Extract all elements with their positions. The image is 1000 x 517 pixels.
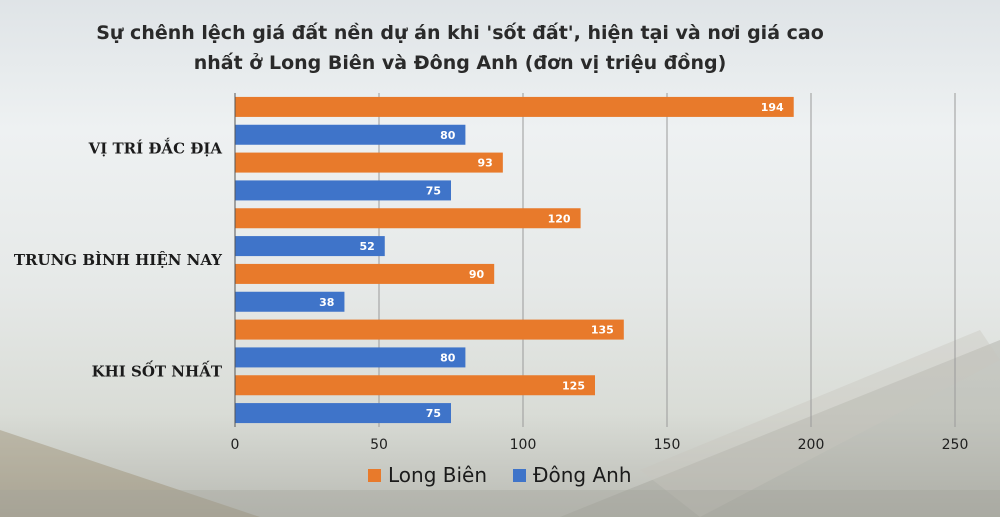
data-label: 120 [548,212,571,225]
chart-title: Sự chênh lệch giá đất nền dự án khi 'sốt… [96,22,824,74]
x-tick-label: 50 [370,437,388,453]
legend-entry: Đông Anh [533,463,632,487]
category-label: KHI SỐT NHẤT [92,360,223,380]
data-label: 75 [426,184,441,197]
x-tick-labels: 0 50 100 150 200 250 [231,437,969,453]
data-label: 135 [591,324,614,337]
bar [235,96,794,117]
bar [235,375,595,396]
legend-entry: Long Biên [388,463,487,487]
x-tick-label: 200 [798,437,825,453]
bar [235,319,624,340]
category-label: TRUNG BÌNH HIỆN NAY [14,251,222,269]
data-label: 125 [562,379,585,392]
data-label: 80 [440,351,456,364]
bar [235,263,495,284]
x-tick-label: 250 [942,437,969,453]
data-label: 38 [319,296,334,309]
x-tick-label: 100 [510,437,537,453]
data-labels: 194 80 93 75 120 52 90 38 135 80 125 75 [319,101,784,420]
data-label: 80 [440,129,456,142]
category-label: VỊ TRÍ ĐẮC ĐỊA [88,138,223,158]
bar [235,180,451,201]
bar [235,208,581,229]
legend-swatch [513,469,526,482]
data-label: 90 [469,268,485,281]
legend: Long Biên Đông Anh [368,463,632,487]
bar [235,236,385,257]
category-labels: VỊ TRÍ ĐẮC ĐỊA TRUNG BÌNH HIỆN NAY KHI SỐT… [14,138,223,381]
legend-swatch [368,469,381,482]
bar [235,291,345,312]
gridlines [378,93,956,427]
bar [235,152,503,173]
bars [235,96,794,424]
data-label: 93 [478,157,493,170]
data-label: 75 [426,407,441,420]
x-tick-label: 0 [231,437,240,453]
x-tick-label: 150 [654,437,681,453]
bar [235,124,466,145]
bar [235,403,451,424]
data-label: 52 [359,240,374,253]
bar [235,347,466,368]
data-label: 194 [761,101,784,114]
